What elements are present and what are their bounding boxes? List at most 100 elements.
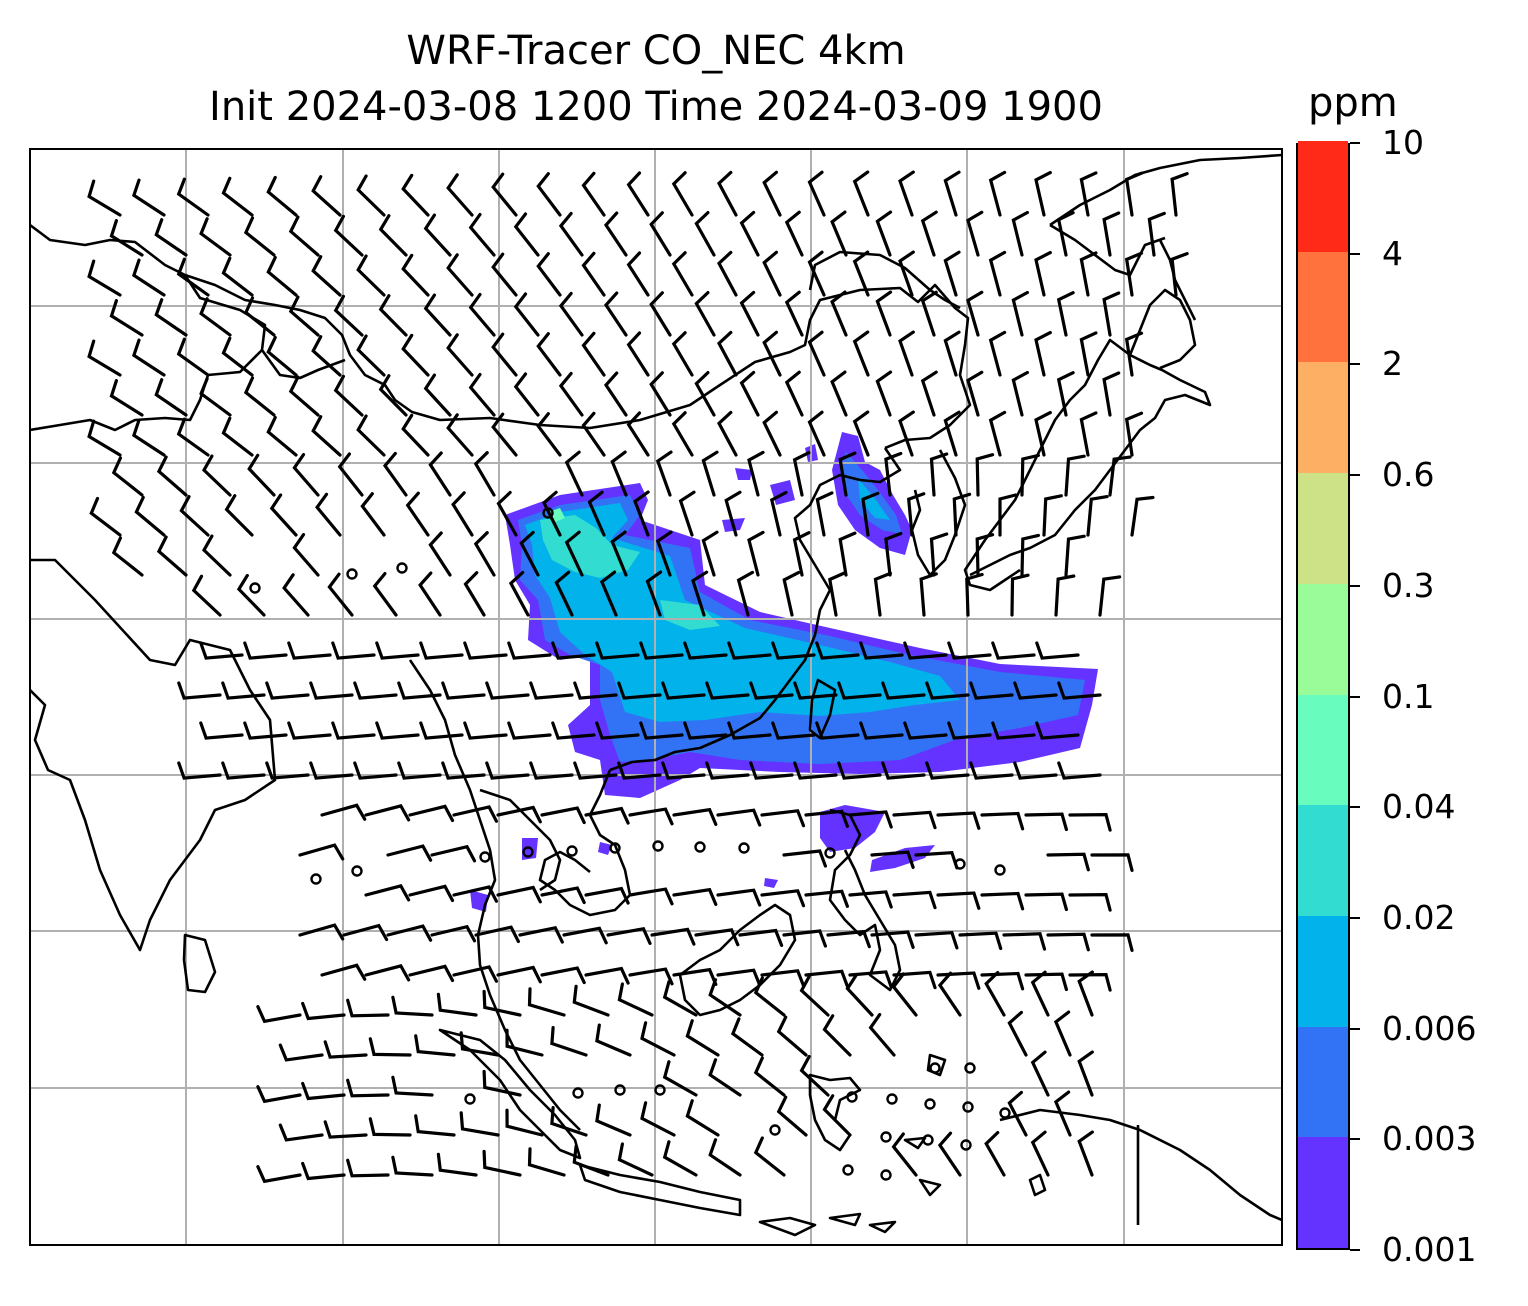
wind-barb	[177, 681, 222, 700]
wind-barb	[610, 530, 628, 577]
wind-barb	[655, 450, 673, 497]
wind-barb	[1079, 171, 1098, 217]
wind-barb	[1102, 291, 1121, 337]
wind-barb	[408, 964, 455, 983]
wind-barb	[436, 992, 478, 1017]
wind-barb	[266, 175, 298, 217]
wind-barb	[739, 370, 760, 417]
wind-barb	[564, 450, 584, 497]
wind-barb	[852, 330, 870, 377]
wind-barb	[822, 1014, 852, 1057]
colorbar-tick-label: 0.6	[1382, 455, 1435, 495]
border-korea	[910, 449, 967, 577]
coastline-vietnam	[538, 769, 632, 917]
wind-barb	[572, 984, 610, 1017]
wind-barb	[595, 721, 640, 740]
wind-barb	[288, 375, 320, 417]
wind-barb	[925, 761, 970, 780]
colorbar-segment	[1298, 1136, 1348, 1248]
wind-barb	[459, 1031, 500, 1057]
wind-barb	[739, 210, 760, 257]
wind-barb	[243, 721, 288, 740]
wind-barb	[519, 530, 540, 577]
wind-barb	[685, 1019, 720, 1057]
wind-barb	[925, 681, 970, 700]
wind-barb	[221, 256, 254, 297]
wind-barb	[397, 761, 442, 780]
wind-barb	[919, 572, 938, 617]
wind-barb	[542, 490, 562, 537]
calm-marker	[652, 840, 664, 852]
wind-barb	[154, 218, 188, 257]
wind-barb	[975, 453, 995, 497]
wind-barb	[892, 970, 937, 990]
wind-barb	[423, 213, 452, 257]
calm-marker	[542, 507, 554, 519]
wind-barb	[572, 1144, 610, 1177]
calm-marker	[999, 1107, 1011, 1119]
wind-barb	[333, 214, 364, 257]
coastline-sumatra	[438, 1028, 582, 1160]
wind-barb	[672, 807, 718, 826]
coastline-hokkaido	[1128, 288, 1197, 370]
wind-barb	[1020, 453, 1040, 497]
wind-barb	[269, 493, 298, 537]
wind-barb	[156, 535, 188, 577]
wind-barb	[397, 681, 442, 700]
wind-barb	[753, 976, 786, 1017]
wind-barb	[683, 721, 728, 740]
wind-barb	[730, 1017, 764, 1057]
wind-barb	[463, 571, 486, 617]
wind-barb	[655, 530, 673, 577]
wind-barb	[749, 681, 794, 700]
wind-barb	[408, 884, 455, 903]
calm-marker	[842, 1164, 854, 1176]
wind-barb	[414, 1034, 456, 1057]
wind-barb	[784, 370, 804, 417]
wind-barb	[372, 572, 398, 617]
wind-barb	[573, 761, 618, 780]
wind-barb	[221, 416, 254, 457]
wind-barb	[762, 170, 782, 217]
wind-barb	[988, 170, 1007, 217]
wind-barb	[914, 851, 959, 870]
wind-barb	[705, 681, 750, 700]
wind-barb	[861, 491, 880, 537]
wind-barb	[661, 681, 706, 700]
wind-barb	[694, 291, 716, 337]
wind-barb	[838, 531, 857, 577]
wind-barb	[943, 250, 961, 297]
wind-barb	[610, 450, 628, 497]
wind-barb	[551, 721, 596, 740]
calm-marker	[609, 842, 621, 854]
wind-barb	[626, 331, 650, 377]
wind-barb	[446, 413, 474, 457]
wind-barb	[529, 681, 574, 700]
wind-barb	[508, 570, 530, 617]
wind-barb	[551, 641, 596, 660]
wind-barb	[649, 291, 672, 337]
wind-barb	[584, 806, 630, 825]
wind-barb	[1064, 454, 1086, 497]
wind-barb	[804, 889, 849, 908]
wind-barb	[428, 451, 452, 497]
wind-barb	[482, 1069, 522, 1097]
wind-barb	[360, 492, 386, 537]
wind-barb	[760, 809, 806, 828]
wind-barb	[875, 210, 893, 257]
wind-barb	[705, 761, 750, 780]
wind-barb	[1035, 721, 1080, 740]
wind-barb	[760, 969, 806, 988]
wind-barb	[131, 338, 166, 377]
wind-barb	[584, 886, 630, 905]
wind-barb	[111, 456, 144, 497]
wind-barb	[256, 1085, 302, 1104]
wind-barb	[1077, 1050, 1094, 1097]
wind-barb	[1102, 211, 1121, 257]
wind-barb	[265, 681, 310, 700]
wind-barb	[301, 1161, 346, 1181]
wind-barb	[870, 930, 915, 949]
wind-barb	[640, 1021, 676, 1057]
wind-barb	[301, 1001, 346, 1021]
wind-barb	[672, 887, 718, 906]
